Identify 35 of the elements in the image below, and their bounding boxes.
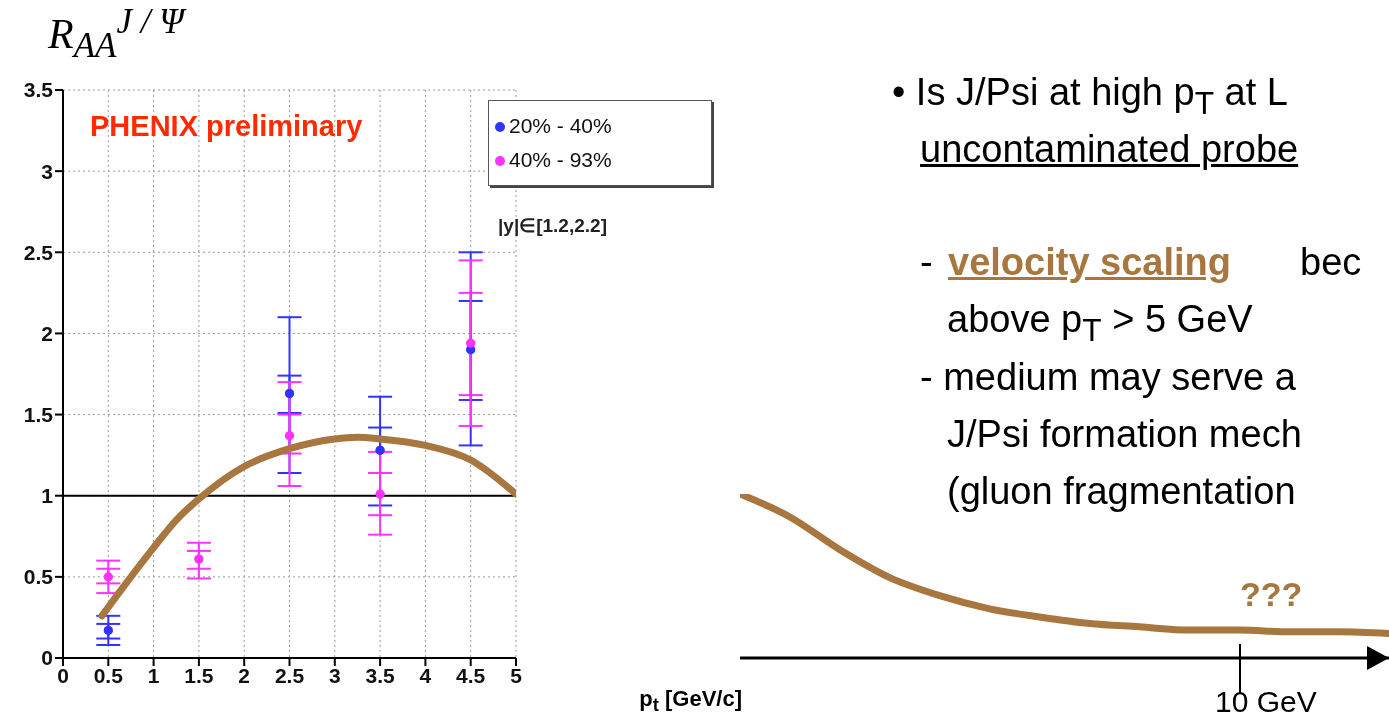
y-tick-label: 2.5 [23,240,54,264]
x-tick-label: 0 [57,663,69,687]
x-tick-label: 5 [510,663,523,687]
text: velocity scaling [948,241,1232,283]
x-tick-label: 1.5 [184,663,214,687]
y-tick-label: 0 [41,646,53,670]
y-tick-label: 0.5 [23,565,54,589]
y-tick-label: 1.5 [23,403,54,427]
x-tick-label: 4 [419,663,432,687]
x-tick-label: 2.5 [274,663,305,687]
y-tick-label: 3.5 [23,78,54,102]
x-tick-label: 4.5 [456,663,486,687]
text: above p$_{T}$ > 5 GeV [947,298,1253,348]
legend-label: 20% - 40% [509,114,612,137]
text: 10 GeV [1215,685,1317,718]
legend-label: 40% - 93% [509,148,612,171]
x-axis-title: p$_{t}$ [GeV/c] [639,686,742,716]
text: bec [1300,241,1362,283]
annotation: (gluon fragmentation [947,470,1296,512]
annotation: ??? [1240,575,1303,613]
y-tick-label: 1 [41,484,54,508]
annotation: |y|∈[1.2,2.2] [498,215,607,236]
x-tick-label: 1 [147,663,160,687]
annotation: PHENIX preliminary [90,110,363,142]
x-tick-label: 2 [238,663,251,687]
x-tick-label: 0.5 [93,663,124,687]
text: uncontaminated probe [920,128,1299,170]
text: - medium may serve a [920,356,1296,398]
y-tick-label: 3 [41,159,53,183]
x-tick-label: 3.5 [365,663,396,687]
text: J/Psi formation mech [947,413,1302,455]
text: • Is J/Psi at high p$_{T}$ at L [892,71,1288,121]
text: - [920,241,933,283]
y-tick-label: 2 [41,321,53,345]
x-tick-label: 3 [328,663,341,687]
